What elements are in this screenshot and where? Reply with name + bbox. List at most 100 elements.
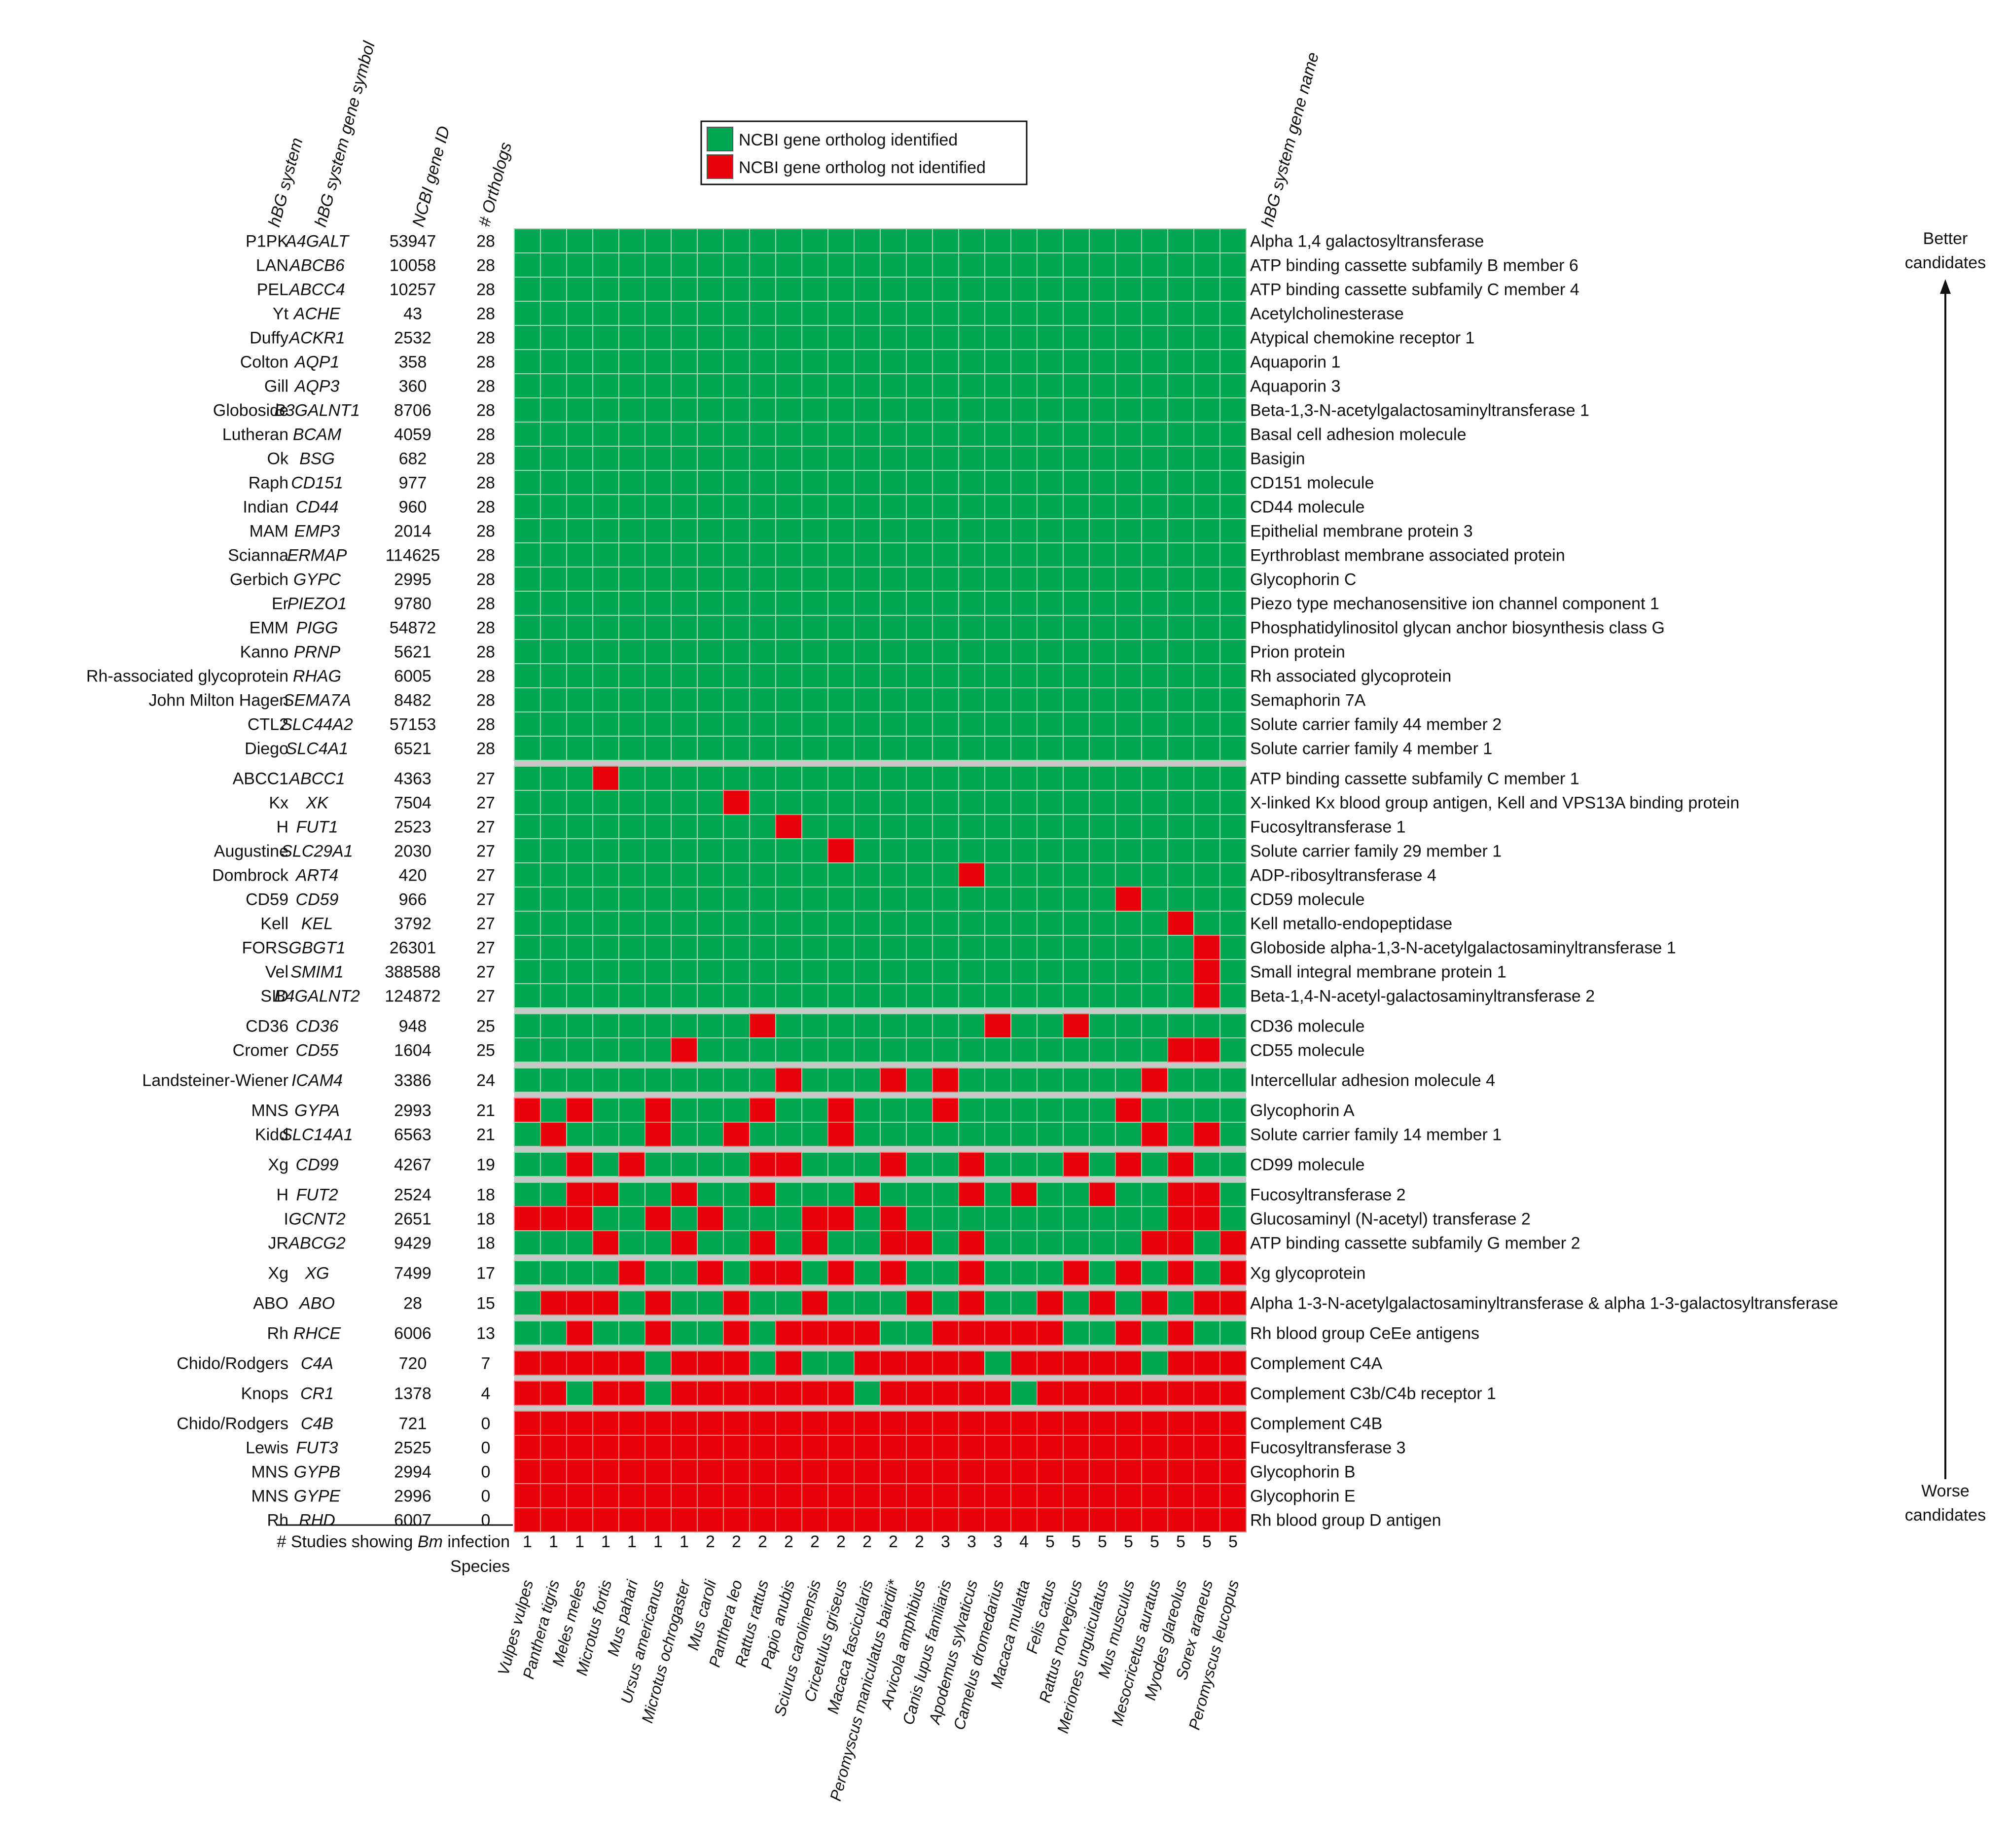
- heatmap-cell: [1193, 736, 1220, 761]
- heatmap-cell: [723, 228, 750, 253]
- heatmap-cell: [1141, 1230, 1168, 1255]
- heatmap-cell: [566, 1411, 593, 1436]
- heatmap-cell: [984, 983, 1011, 1008]
- row-ortholog-count: 17: [476, 1264, 495, 1283]
- heatmap-cell: [671, 1290, 698, 1315]
- heatmap-cell: [1037, 615, 1064, 640]
- heatmap-cell: [618, 838, 645, 863]
- heatmap-cell: [1010, 639, 1038, 664]
- heatmap-cell: [1219, 1067, 1247, 1093]
- heatmap-cell: [854, 349, 881, 374]
- heatmap-cell: [801, 1350, 828, 1376]
- heatmap-cell: [1010, 615, 1038, 640]
- heatmap-cell: [1089, 1152, 1116, 1177]
- heatmap-cell: [645, 1507, 672, 1532]
- heatmap-cell: [775, 663, 802, 688]
- heatmap-cell: [1063, 935, 1090, 960]
- heatmap-cell: [1193, 1411, 1220, 1436]
- heatmap-cell: [697, 790, 724, 815]
- heatmap-cell: [984, 518, 1011, 543]
- row-ncbi-gene-id: 682: [399, 450, 427, 468]
- heatmap-cell: [984, 1483, 1011, 1508]
- heatmap-cell: [906, 1483, 933, 1508]
- heatmap-cell: [1089, 1230, 1116, 1255]
- heatmap-cell: [906, 1098, 933, 1123]
- heatmap-cell: [1115, 959, 1142, 984]
- row-ncbi-gene-id: 7504: [394, 794, 431, 813]
- heatmap-cell: [932, 766, 959, 791]
- heatmap-cell: [618, 494, 645, 519]
- heatmap-cell: [618, 349, 645, 374]
- heatmap-cell: [827, 591, 855, 616]
- heatmap-cell: [566, 591, 593, 616]
- heatmap-cell: [1193, 887, 1220, 912]
- heatmap-cell: [1219, 470, 1247, 495]
- heatmap-cell: [1010, 687, 1038, 712]
- heatmap-cell: [854, 1098, 881, 1123]
- heatmap-cell: [854, 228, 881, 253]
- heatmap-cell: [1193, 1260, 1220, 1285]
- heatmap-cell: [880, 1411, 907, 1436]
- row-ortholog-count: 21: [476, 1126, 495, 1144]
- heatmap-cell: [1167, 1459, 1194, 1484]
- heatmap-cell: [932, 959, 959, 984]
- heatmap-cell: [958, 567, 985, 592]
- row-ncbi-gene-id: 358: [399, 353, 427, 372]
- heatmap-cell: [514, 228, 541, 253]
- heatmap-cell: [906, 518, 933, 543]
- heatmap-cell: [723, 887, 750, 912]
- heatmap-cell: [540, 959, 567, 984]
- row-gene-symbol: SEMA7A: [283, 691, 351, 710]
- heatmap-cell: [723, 838, 750, 863]
- heatmap-cell: [618, 766, 645, 791]
- heatmap-cell: [514, 663, 541, 688]
- heatmap-cell: [697, 736, 724, 761]
- heatmap-cell: [880, 446, 907, 471]
- heatmap-cell: [1141, 639, 1168, 664]
- heatmap-cell: [880, 1381, 907, 1406]
- heatmap-cell: [592, 373, 619, 398]
- heatmap-cell: [514, 1350, 541, 1376]
- heatmap-cell: [1063, 1381, 1090, 1406]
- heatmap-cell: [671, 1507, 698, 1532]
- row-gene-name: CD44 molecule: [1250, 498, 1364, 517]
- row-hbg-system: Xg: [268, 1156, 288, 1174]
- heatmap-cell: [827, 1182, 855, 1207]
- row-ortholog-count: 28: [476, 281, 495, 299]
- heatmap-cell: [1037, 862, 1064, 888]
- heatmap-cell: [1089, 373, 1116, 398]
- heatmap-cell: [592, 838, 619, 863]
- heatmap-cell: [1089, 542, 1116, 568]
- row-hbg-system: Gill: [264, 377, 288, 396]
- heatmap-cell: [697, 1483, 724, 1508]
- header-hbg-system: hBG system: [265, 136, 307, 229]
- heatmap-cell: [1115, 518, 1142, 543]
- heatmap-cell: [1115, 615, 1142, 640]
- heatmap-cell: [1010, 1067, 1038, 1093]
- heatmap-cell: [723, 1206, 750, 1231]
- heatmap-cell: [984, 397, 1011, 423]
- heatmap-cell: [514, 1182, 541, 1207]
- heatmap-cell: [671, 1483, 698, 1508]
- heatmap-cell: [1063, 1152, 1090, 1177]
- row-ortholog-count: 27: [476, 890, 495, 909]
- heatmap-cell: [1167, 1067, 1194, 1093]
- header-gene-symbol: hBG system gene symbol: [311, 39, 379, 229]
- heatmap-cell: [1193, 838, 1220, 863]
- heatmap-cell: [514, 1067, 541, 1093]
- heatmap-cell: [1010, 1037, 1038, 1063]
- heatmap-cell: [671, 862, 698, 888]
- row-ortholog-count: 27: [476, 915, 495, 933]
- heatmap-cell: [1063, 911, 1090, 936]
- heatmap-cell: [645, 1483, 672, 1508]
- heatmap-cell: [775, 1260, 802, 1285]
- heatmap-cell: [854, 1483, 881, 1508]
- heatmap-cell: [1115, 736, 1142, 761]
- heatmap-cell: [645, 1260, 672, 1285]
- heatmap-cell: [958, 494, 985, 519]
- heatmap-cell: [1167, 1182, 1194, 1207]
- heatmap-cell: [775, 494, 802, 519]
- heatmap-cell: [775, 1459, 802, 1484]
- heatmap-cell: [1063, 1290, 1090, 1315]
